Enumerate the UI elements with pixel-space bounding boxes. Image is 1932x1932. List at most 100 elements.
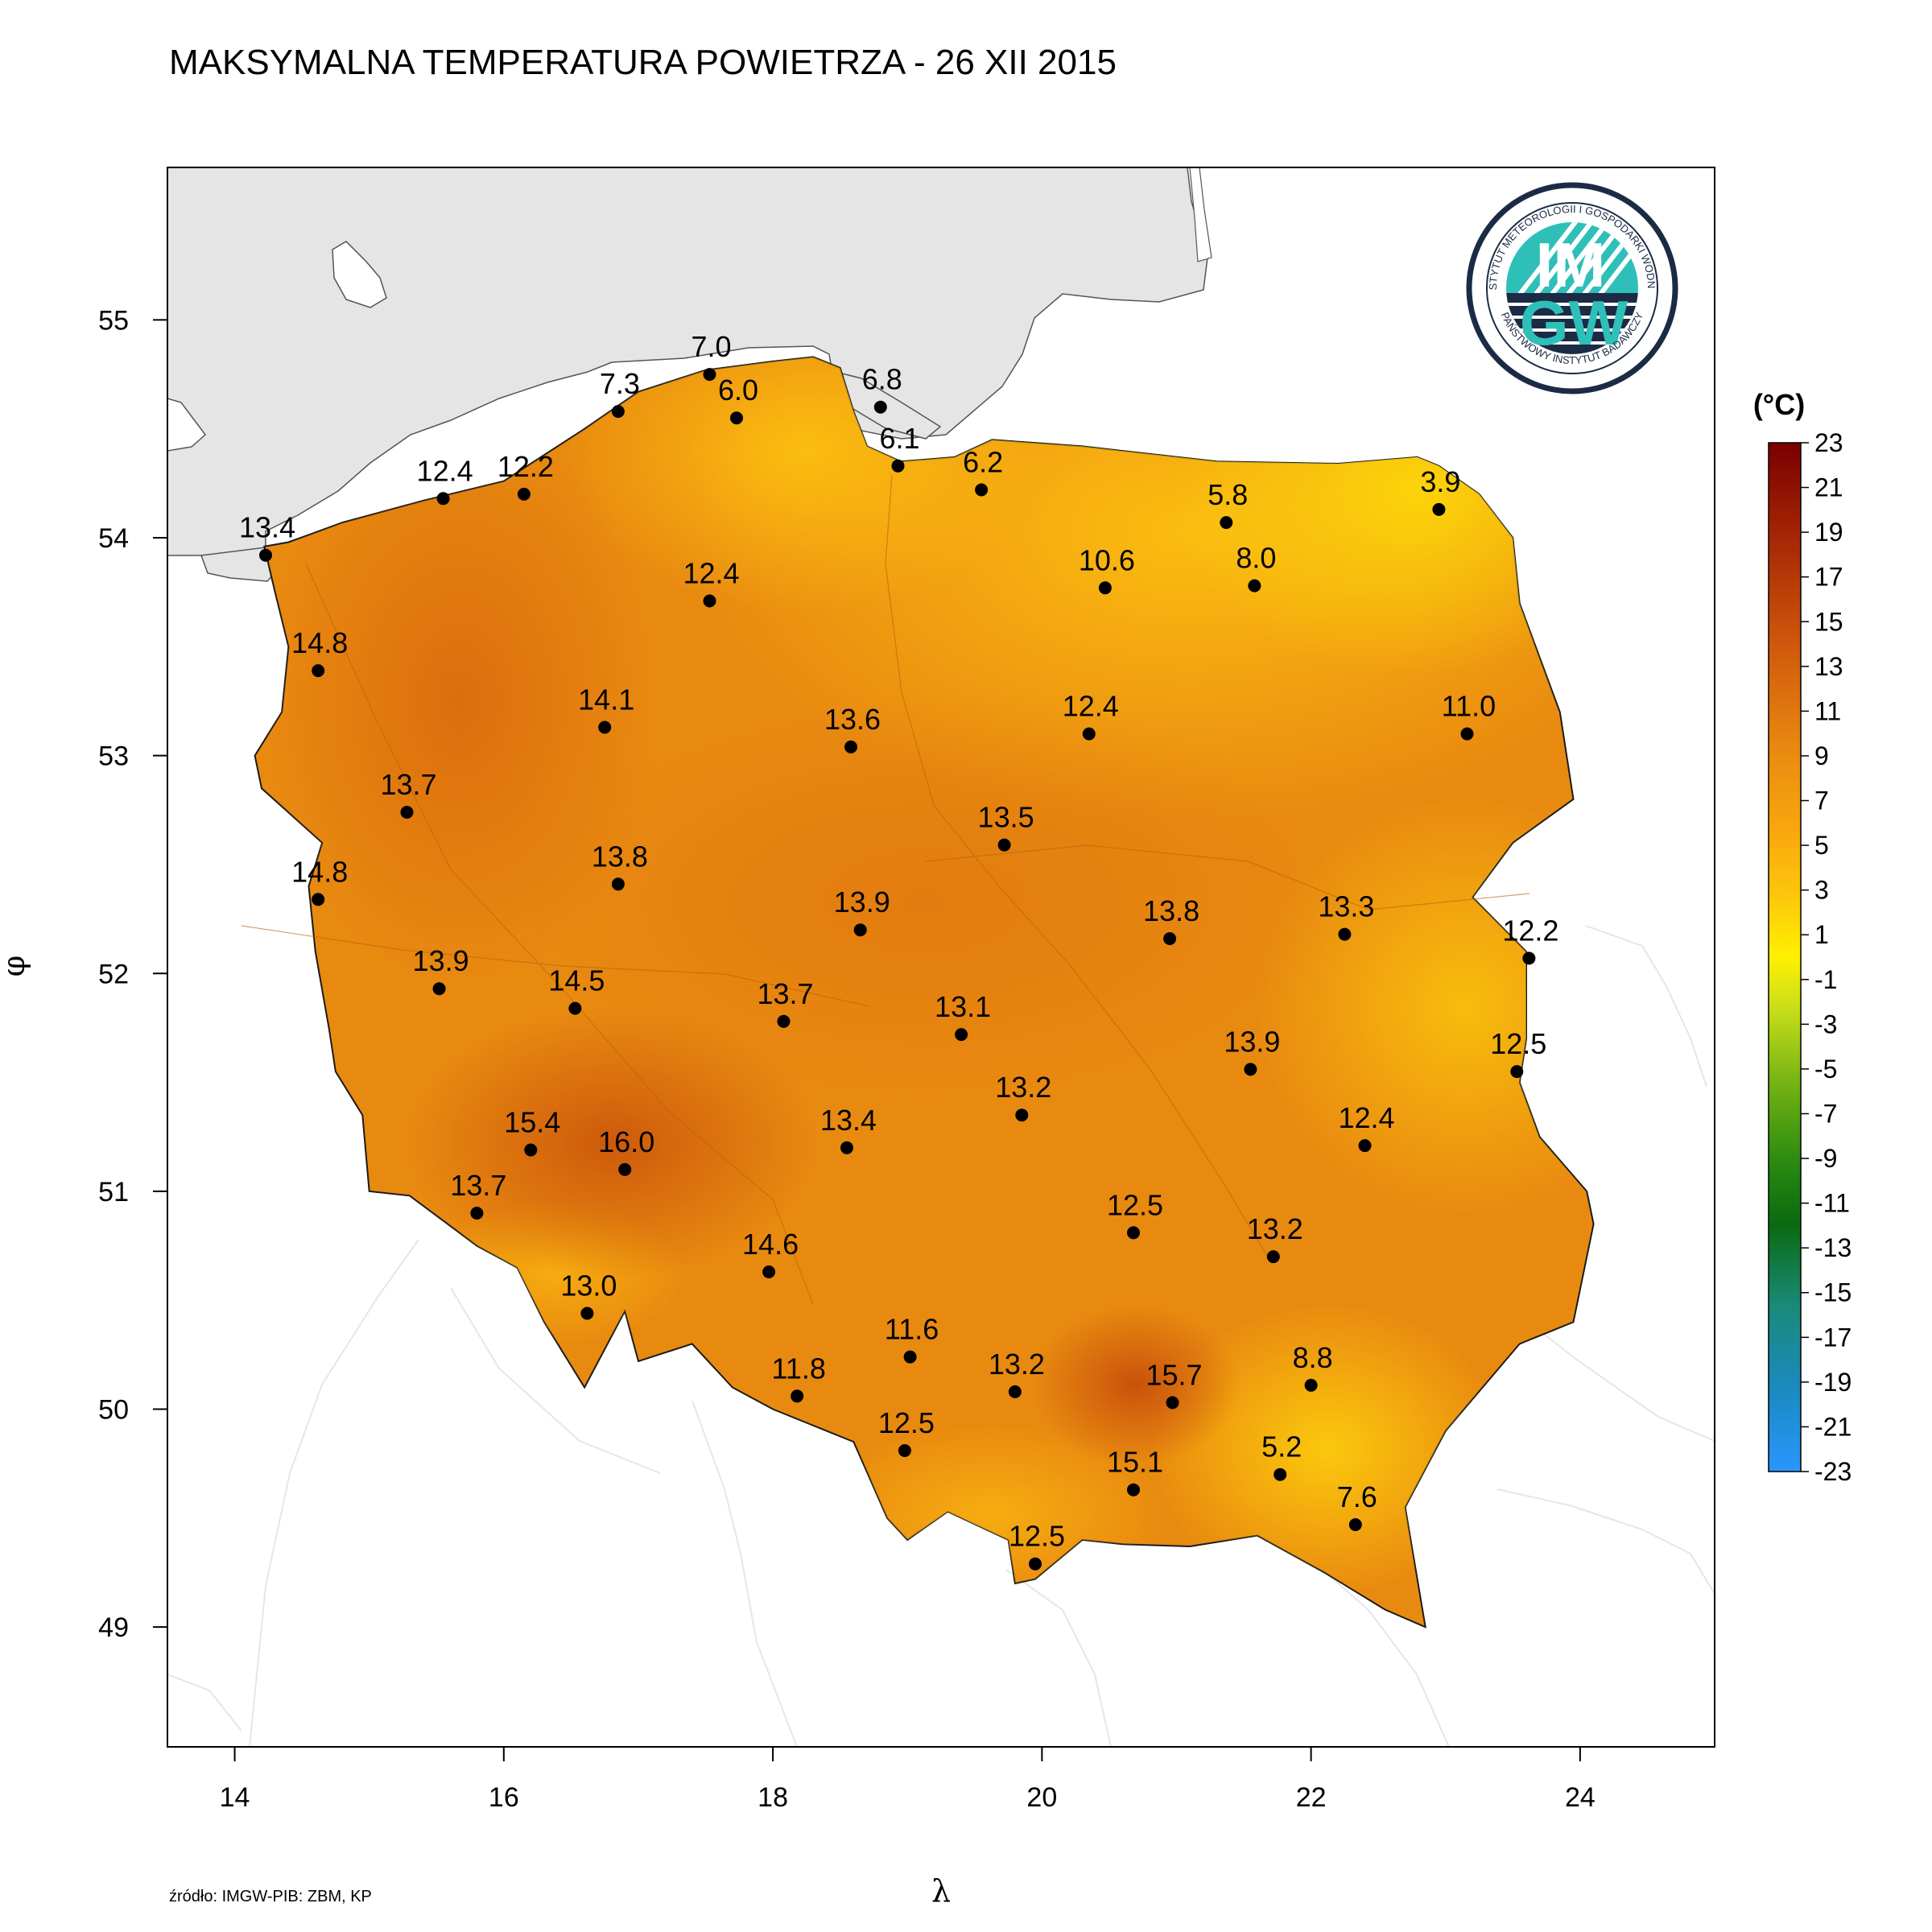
station-dot (611, 877, 625, 891)
station-dot (1082, 727, 1096, 741)
station-value: 12.4 (683, 557, 739, 590)
colorbar-label: 3 (1814, 876, 1829, 905)
station-value: 8.0 (1236, 542, 1276, 575)
station-value: 15.4 (504, 1106, 560, 1139)
station-dot (762, 1265, 776, 1278)
station-value: 13.9 (1224, 1025, 1280, 1058)
station-dot (903, 1350, 917, 1364)
colorbar-label: 15 (1814, 607, 1843, 636)
y-axis-label: φ (0, 956, 31, 977)
station-value: 5.8 (1208, 478, 1248, 511)
station-value: 13.9 (834, 886, 890, 919)
station-dot (840, 1141, 853, 1154)
station-dot (312, 893, 325, 906)
source-note: źródło: IMGW-PIB: ZBM, KP (169, 1888, 372, 1905)
logo-text-im: IM (1536, 229, 1606, 300)
colorbar-label: 5 (1814, 831, 1829, 860)
station-value: 14.8 (291, 855, 348, 888)
baltic-sea (167, 167, 1208, 556)
station-dot (844, 740, 857, 753)
colorbar-unit: (°C) (1753, 388, 1805, 421)
station-value: 13.4 (820, 1104, 877, 1137)
station-value: 13.9 (413, 944, 469, 977)
station-dot (611, 405, 625, 419)
colorbar-label: -23 (1814, 1457, 1852, 1486)
station-value: 13.3 (1318, 890, 1374, 923)
colorbar-ramp (1768, 442, 1802, 1472)
map-title: MAKSYMALNA TEMPERATURA POWIETRZA - 26 XI… (169, 43, 1117, 82)
colorbar-label: 21 (1814, 473, 1843, 502)
colorbar-label: 7 (1814, 786, 1829, 815)
rugen-coast (167, 398, 207, 452)
station-value: 13.7 (757, 977, 813, 1010)
station-value: 14.5 (548, 964, 605, 997)
station-dot (259, 548, 272, 562)
station-value: 7.0 (691, 330, 731, 363)
station-dot (568, 1001, 582, 1015)
station-dot (436, 492, 450, 506)
station-dot (524, 1143, 538, 1157)
station-dot (1248, 579, 1261, 592)
station-value: 6.1 (879, 422, 919, 455)
station-dot (1304, 1378, 1318, 1392)
y-tick-label: 51 (98, 1177, 129, 1208)
station-dot (873, 400, 887, 414)
station-dot (891, 459, 905, 473)
station-dot (598, 720, 612, 734)
station-value: 10.6 (1079, 543, 1135, 576)
station-value: 13.8 (592, 840, 648, 873)
station-dot (1522, 952, 1536, 965)
plot-area: 13.4 12.4 12.2 7.3 7.0 6.0 6.8 6.1 6.2 5.8 8.0 3.9 1… (167, 167, 1715, 1747)
station-dot (898, 1444, 911, 1457)
plot-frame (167, 167, 1715, 1748)
station-dot (975, 483, 989, 497)
rivers (241, 474, 1530, 1305)
station-dot (1266, 1250, 1280, 1264)
x-tick-label: 18 (758, 1782, 788, 1813)
y-axis: 55 54 53 52 51 50 49 (98, 305, 167, 1643)
station-dot (1274, 1468, 1287, 1481)
colorbar-label: -3 (1814, 1009, 1837, 1038)
station-value: 11.8 (771, 1352, 825, 1385)
station-value: 7.6 (1337, 1480, 1377, 1513)
y-tick-label: 50 (98, 1395, 129, 1426)
station-dot (703, 594, 716, 608)
station-value: 13.2 (989, 1348, 1045, 1381)
x-tick-label: 24 (1565, 1782, 1596, 1813)
y-tick-label: 49 (98, 1612, 129, 1643)
station-dot (1029, 1557, 1042, 1571)
lagoon-vistula (834, 370, 942, 440)
station-dot (777, 1014, 791, 1028)
station-dot (853, 923, 867, 937)
station-value: 15.1 (1107, 1446, 1163, 1479)
station-dot (1015, 1108, 1029, 1122)
station-value: 12.4 (1063, 690, 1119, 723)
station-value: 14.6 (742, 1228, 799, 1261)
station-value: 6.2 (963, 446, 1003, 479)
station-value: 13.8 (1143, 894, 1199, 927)
colorbar-label: 23 (1814, 428, 1843, 457)
station-dot (1244, 1063, 1257, 1076)
station-markers: 13.4 12.4 12.2 7.3 7.0 6.0 6.8 6.1 6.2 5.8 8.0 3.9 1… (239, 330, 1558, 1571)
station-dot (1338, 927, 1352, 941)
station-value: 13.0 (560, 1269, 617, 1302)
station-value: 13.4 (239, 511, 295, 544)
station-value: 12.2 (497, 450, 554, 483)
station-value: 8.8 (1293, 1341, 1333, 1374)
station-value: 13.2 (1247, 1212, 1303, 1245)
station-value: 13.2 (995, 1071, 1051, 1104)
x-tick-label: 22 (1296, 1782, 1327, 1813)
station-value: 12.5 (878, 1406, 935, 1439)
station-dot (1098, 581, 1112, 595)
colorbar-label: 13 (1814, 652, 1843, 681)
imgw-logo: IM GW INSTYTUT METEOROLOGII I GOSPODARKI… (1466, 182, 1678, 394)
colorbar-label: 1 (1814, 920, 1829, 949)
station-dot (703, 368, 716, 382)
station-dot (1220, 516, 1233, 530)
x-tick-label: 20 (1026, 1782, 1057, 1813)
station-value: 12.5 (1107, 1188, 1163, 1221)
bornholm-island (332, 241, 387, 308)
colorbar-label: -1 (1814, 965, 1837, 994)
colorbar-label: -15 (1814, 1278, 1852, 1307)
